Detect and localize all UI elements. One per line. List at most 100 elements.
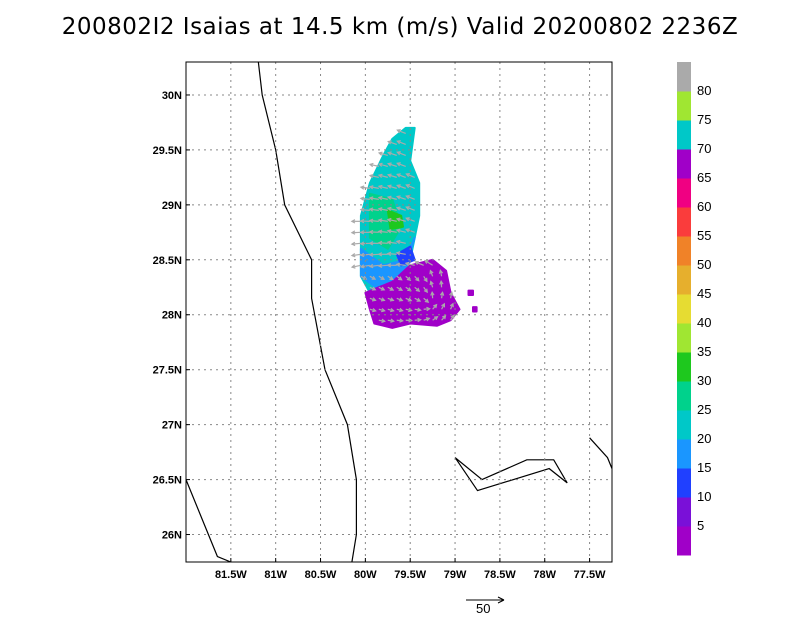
colorbar-label: 70	[697, 141, 711, 156]
wind-vector	[387, 318, 395, 323]
colorbar-swatch	[677, 120, 691, 150]
wind-vector	[405, 297, 413, 302]
colorbar-swatch	[677, 236, 691, 266]
wind-vector	[387, 286, 395, 291]
wind-vector	[432, 315, 439, 321]
wind-vector	[405, 275, 412, 281]
wind-vector	[439, 280, 444, 288]
wind-vector	[386, 229, 397, 234]
wind-vector	[386, 217, 397, 223]
wind-vector	[414, 260, 424, 266]
colorbar-label: 55	[697, 228, 711, 243]
x-tick-label: 81W	[264, 569, 287, 581]
colorbar-swatch	[677, 265, 691, 295]
wind-vector	[441, 302, 446, 310]
wind-vector	[405, 195, 415, 200]
wind-vector	[405, 206, 415, 211]
wind-vector	[377, 252, 388, 257]
wind-vector	[368, 173, 379, 179]
y-tick-label: 26N	[162, 530, 182, 542]
wind-vector	[350, 230, 361, 235]
wind-vector	[395, 262, 406, 267]
wind-vector	[368, 196, 379, 201]
wind-vector	[387, 297, 395, 302]
x-tick-labels: 81.5W 81W 80.5W 80W 79.5W 79W 78.5W 78W 77.5W	[215, 558, 606, 581]
wind-vector	[423, 259, 433, 266]
wind-vector	[414, 307, 422, 312]
wind-field	[359, 126, 478, 329]
colorbar-swatch	[677, 352, 691, 382]
wind-blob-green-core	[386, 209, 404, 230]
colorbar-label: 25	[697, 402, 711, 417]
wind-vector	[377, 240, 388, 246]
wind-vector	[378, 286, 386, 291]
chart-title: 200802I2 Isaias at 14.5 km (m/s) Valid 2…	[61, 14, 739, 40]
wind-vector	[395, 251, 406, 256]
wind-vector	[441, 314, 447, 321]
wind-vector	[386, 251, 397, 257]
wind-vector	[396, 275, 403, 281]
x-tick-label: 80.5W	[305, 569, 337, 581]
colorbar-label: 75	[697, 112, 711, 127]
y-tick-label: 27.5N	[153, 365, 182, 377]
wind-vector	[377, 173, 388, 178]
wind-vector	[350, 219, 361, 224]
wind-vector	[387, 151, 397, 156]
wind-vector	[350, 241, 361, 247]
wind-vector	[378, 307, 386, 313]
x-tick-label: 80W	[354, 569, 377, 581]
colorbar-swatch	[677, 294, 691, 324]
wind-vector	[396, 173, 406, 178]
wind-vector	[359, 218, 370, 224]
wind-vector	[396, 307, 404, 313]
wind-vector	[449, 291, 454, 299]
wind-vector	[396, 140, 406, 145]
colorbar-label: 10	[697, 489, 711, 504]
colorbar-swatch	[677, 410, 691, 440]
wind-vector	[359, 185, 370, 190]
wind-vector	[368, 241, 379, 246]
colorbar-label: 60	[697, 199, 711, 214]
wind-vector	[396, 184, 406, 189]
wind-vector	[396, 297, 404, 302]
wind-vector	[368, 218, 379, 223]
colorbar-swatch	[677, 381, 691, 411]
y-tick-label: 29.5N	[153, 145, 182, 157]
wind-vector	[369, 286, 377, 291]
wind-vector	[449, 302, 454, 310]
colorbar-label: 5	[697, 518, 704, 533]
wind-vector	[368, 207, 379, 212]
wind-vector	[359, 230, 370, 235]
wind-vector	[395, 228, 406, 233]
map-frame	[185, 61, 613, 563]
wind-vector	[429, 280, 434, 288]
reference-vector-label: 50	[476, 601, 490, 616]
wind-vector	[387, 275, 394, 281]
colorbar-swatch	[677, 207, 691, 237]
wind-vector	[350, 264, 362, 269]
wind-vector	[387, 140, 397, 145]
gridlines	[186, 62, 612, 562]
colorbar-swatch	[677, 323, 691, 353]
coastlines	[186, 62, 612, 562]
x-tick-label: 79.5W	[394, 569, 426, 581]
y-tick-labels: 26N 26.5N 27N 27.5N 28N 28.5N 29N 29.5N 30N	[153, 90, 190, 542]
wind-vector	[386, 195, 397, 200]
wind-vector	[378, 318, 386, 323]
x-tick-label: 81.5W	[215, 569, 247, 581]
wind-vector	[395, 195, 406, 200]
wind-vector	[414, 275, 420, 282]
wind-vector	[404, 261, 415, 267]
wind-vector	[378, 297, 386, 302]
colorbar-swatch	[677, 178, 691, 208]
wind-vector	[414, 317, 422, 323]
wind-vector	[369, 275, 377, 280]
x-tick-label: 78.5W	[484, 569, 516, 581]
colorbar-label: 30	[697, 373, 711, 388]
colorbar-swatch	[677, 62, 691, 92]
coastline	[454, 457, 568, 492]
colorbar-label: 50	[697, 257, 711, 272]
colorbar: 5 10 15 20 25 30 35 40 45 50 55 60 65 70 75 80	[677, 62, 711, 556]
wind-vector	[395, 239, 406, 245]
